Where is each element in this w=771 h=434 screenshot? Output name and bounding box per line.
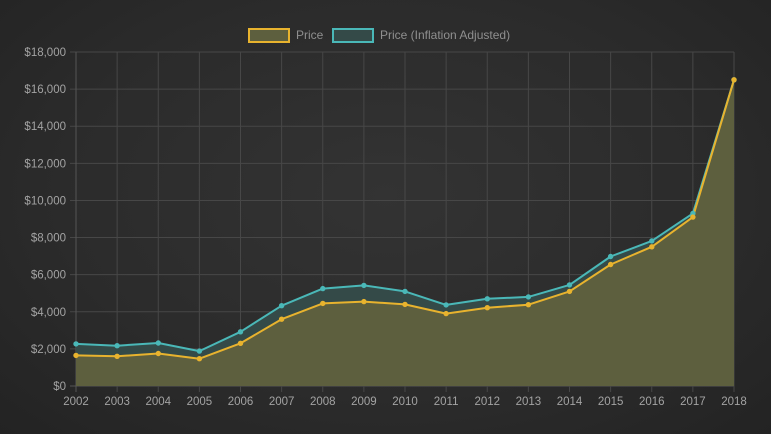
point-price <box>278 316 285 322</box>
legend-item-price-inflation-adjusted[interactable]: Price (Inflation Adjusted) <box>332 28 510 43</box>
y-tick-label: $16,000 <box>24 84 66 96</box>
legend-swatch-price <box>248 28 290 43</box>
point-price-inflation-adjusted <box>73 341 79 347</box>
y-axis-ticks: $0 $2,000 $4,000 $6,000 $8,000 $10,000 $12,000… <box>24 47 66 393</box>
x-tick-label: 2016 <box>639 396 665 408</box>
y-tick-label: $10,000 <box>24 195 66 207</box>
legend-swatch-price-inflation-adjusted <box>332 28 374 43</box>
point-price <box>649 244 655 250</box>
y-tick-label: $0 <box>53 381 66 393</box>
x-tick-label: 2011 <box>434 396 459 408</box>
point-price-inflation-adjusted <box>155 340 162 346</box>
point-price-inflation-adjusted <box>114 343 120 349</box>
point-price-inflation-adjusted <box>237 329 244 335</box>
x-tick-label: 2009 <box>351 396 377 408</box>
x-tick-label: 2015 <box>598 396 624 408</box>
y-tick-label: $12,000 <box>24 158 66 170</box>
point-price <box>566 288 573 295</box>
x-tick-label: 2006 <box>228 396 254 408</box>
area-price <box>76 79 734 387</box>
point-price <box>155 350 162 357</box>
x-tick-label: 2004 <box>145 396 171 408</box>
x-tick-label: 2017 <box>680 396 706 408</box>
legend-label-price: Price <box>296 28 324 42</box>
x-tick-label: 2003 <box>104 396 130 408</box>
point-price-inflation-adjusted <box>361 282 367 289</box>
point-price <box>525 302 532 308</box>
point-price-inflation-adjusted <box>278 303 285 309</box>
x-tick-label: 2010 <box>392 396 418 408</box>
x-tick-label: 2012 <box>474 396 500 408</box>
legend: Price Price (Inflation Adjusted) <box>248 28 510 43</box>
x-tick-label: 2014 <box>557 396 583 408</box>
point-price <box>361 298 367 305</box>
x-axis-ticks: 2002 2003 2004 2005 2006 2007 2008 2009 2010 2011… <box>63 396 747 408</box>
point-price <box>114 353 120 359</box>
point-price <box>690 214 696 220</box>
series-areas <box>76 79 734 387</box>
x-tick-label: 2013 <box>516 396 542 408</box>
y-tick-label: $8,000 <box>31 233 66 245</box>
point-price <box>320 300 326 307</box>
legend-label-price-inflation-adjusted: Price (Inflation Adjusted) <box>380 28 510 42</box>
y-tick-label: $14,000 <box>24 121 66 133</box>
legend-item-price[interactable]: Price <box>248 28 324 43</box>
x-tick-label: 2005 <box>187 396 213 408</box>
y-tick-label: $2,000 <box>31 344 66 356</box>
point-price-inflation-adjusted <box>484 296 490 302</box>
point-price-inflation-adjusted <box>402 288 408 295</box>
y-tick-label: $4,000 <box>31 307 66 319</box>
point-price-inflation-adjusted <box>649 238 655 244</box>
point-price-inflation-adjusted <box>320 285 326 292</box>
y-tick-label: $6,000 <box>31 270 66 282</box>
point-price <box>402 301 408 308</box>
point-price <box>607 261 614 268</box>
point-price-inflation-adjusted <box>525 294 532 300</box>
point-price <box>731 77 737 83</box>
x-tick-label: 2008 <box>310 396 336 408</box>
point-price <box>443 310 449 317</box>
x-tick-label: 2018 <box>721 396 747 408</box>
point-price <box>196 356 203 362</box>
point-price-inflation-adjusted <box>566 282 573 288</box>
x-tick-label: 2002 <box>63 396 89 408</box>
x-tick-label: 2007 <box>269 396 295 408</box>
y-tick-label: $18,000 <box>24 47 66 59</box>
point-price-inflation-adjusted <box>607 253 614 260</box>
point-price-inflation-adjusted <box>196 348 203 354</box>
point-price-inflation-adjusted <box>443 302 449 308</box>
point-price <box>73 352 79 359</box>
point-price <box>484 305 490 311</box>
point-price <box>237 340 244 346</box>
data-points <box>73 77 737 362</box>
